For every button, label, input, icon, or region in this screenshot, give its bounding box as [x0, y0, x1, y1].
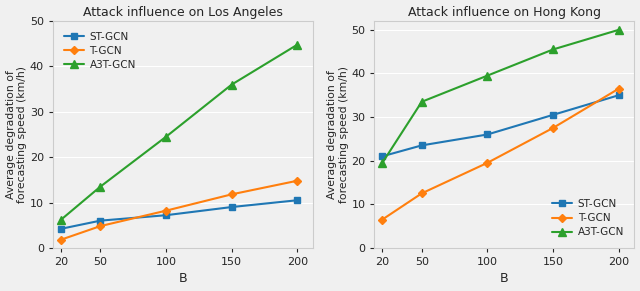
Legend: ST-GCN, T-GCN, A3T-GCN: ST-GCN, T-GCN, A3T-GCN [547, 194, 629, 243]
Y-axis label: Average degradation of
forecasting speed (km/h): Average degradation of forecasting speed… [327, 66, 349, 203]
T-GCN [294, 179, 301, 182]
A3T-GCN [615, 28, 623, 32]
Line: A3T-GCN: A3T-GCN [57, 41, 301, 223]
A3T-GCN [418, 100, 426, 104]
ST-GCN [57, 227, 65, 230]
ST-GCN [97, 219, 104, 222]
ST-GCN [549, 113, 557, 117]
A3T-GCN [228, 83, 236, 86]
Legend: ST-GCN, T-GCN, A3T-GCN: ST-GCN, T-GCN, A3T-GCN [58, 26, 141, 75]
Line: A3T-GCN: A3T-GCN [378, 26, 623, 167]
Line: ST-GCN: ST-GCN [380, 92, 622, 159]
Line: ST-GCN: ST-GCN [58, 197, 300, 232]
ST-GCN [228, 205, 236, 209]
Title: Attack influence on Hong Kong: Attack influence on Hong Kong [408, 6, 601, 19]
A3T-GCN [484, 74, 492, 77]
T-GCN [162, 209, 170, 212]
X-axis label: B: B [500, 272, 509, 285]
Title: Attack influence on Los Angeles: Attack influence on Los Angeles [83, 6, 283, 19]
A3T-GCN [97, 185, 104, 188]
ST-GCN [615, 93, 623, 97]
ST-GCN [484, 133, 492, 136]
Line: T-GCN: T-GCN [58, 178, 300, 243]
T-GCN [57, 238, 65, 242]
ST-GCN [378, 155, 386, 158]
Line: T-GCN: T-GCN [380, 86, 622, 223]
A3T-GCN [57, 218, 65, 221]
T-GCN [97, 224, 104, 228]
A3T-GCN [378, 161, 386, 165]
A3T-GCN [162, 135, 170, 139]
ST-GCN [418, 144, 426, 147]
T-GCN [484, 161, 492, 165]
ST-GCN [294, 198, 301, 202]
Y-axis label: Average degradation of
forecasting speed (km/h): Average degradation of forecasting speed… [6, 66, 27, 203]
T-GCN [615, 87, 623, 91]
T-GCN [228, 193, 236, 196]
T-GCN [418, 191, 426, 195]
A3T-GCN [549, 48, 557, 51]
A3T-GCN [294, 43, 301, 47]
ST-GCN [162, 214, 170, 217]
X-axis label: B: B [179, 272, 188, 285]
T-GCN [549, 126, 557, 130]
T-GCN [378, 218, 386, 221]
